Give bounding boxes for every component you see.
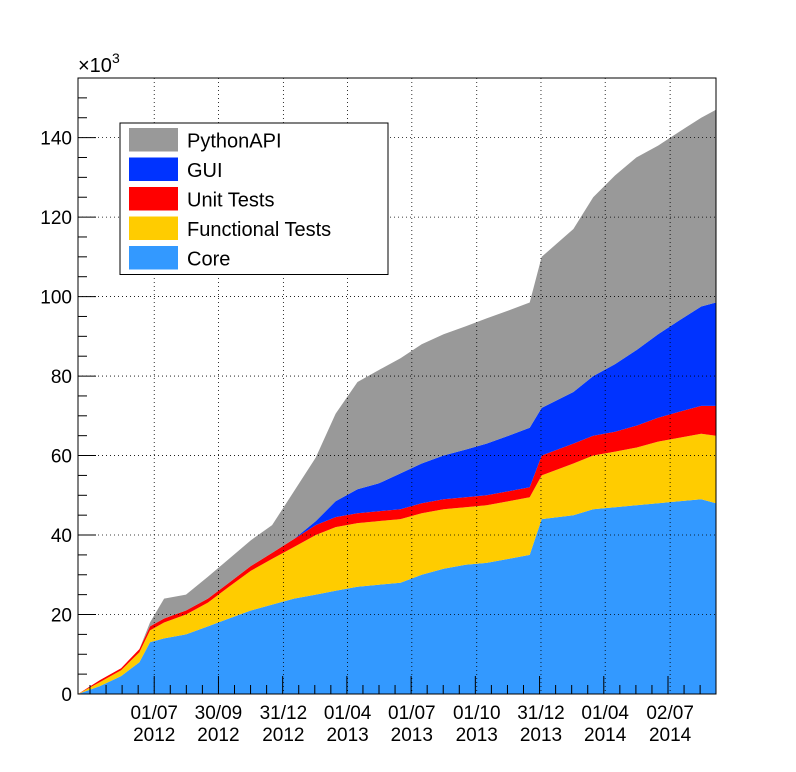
y-tick-label: 80: [51, 367, 72, 388]
y-multiplier-exponent: 3: [112, 50, 120, 66]
y-tick-label: 100: [40, 288, 72, 309]
y-tick-label: 60: [51, 447, 72, 468]
legend-swatch: [129, 187, 178, 211]
x-tick-label-date: 30/09: [195, 703, 243, 724]
x-tick-label-date: 01/07: [130, 703, 178, 724]
legend-label: PythonAPI: [187, 131, 282, 153]
x-tick-label-year: 2014: [584, 725, 627, 746]
x-tick-label-date: 02/07: [646, 703, 694, 724]
legend-swatch: [129, 246, 178, 270]
y-tick-label: 40: [51, 526, 72, 547]
x-tick-label-date: 01/04: [324, 703, 372, 724]
x-tick-label-year: 2013: [456, 725, 498, 746]
legend-swatch: [129, 128, 178, 152]
area-functional-tests: [78, 433, 716, 694]
x-tick-label-date: 31/12: [260, 703, 308, 724]
legend-label: Unit Tests: [187, 190, 274, 212]
legend-swatch: [129, 216, 178, 240]
area-core: [78, 499, 716, 694]
x-tick-label-year: 2013: [520, 725, 562, 746]
plot-frame: [77, 77, 717, 695]
area-pythonapi: [78, 109, 716, 695]
legend-swatch: [129, 157, 178, 181]
x-tick-label-year: 2013: [391, 725, 433, 746]
x-tick-label-date: 01/10: [453, 703, 501, 724]
grid-lines: [78, 78, 716, 694]
legend-label: Core: [187, 249, 230, 271]
x-tick-label-year: 2012: [197, 725, 239, 746]
y-axis-multiplier: ×103: [78, 50, 120, 77]
x-tick-label-date: 01/04: [581, 703, 629, 724]
x-tick-label-year: 2012: [262, 725, 304, 746]
y-axis: 0 20 40 60 80 100 120 140: [40, 77, 96, 706]
y-tick-label: 120: [40, 208, 72, 229]
y-multiplier-base: ×10: [78, 55, 112, 77]
y-tick-label: 140: [40, 129, 72, 150]
x-axis: 01/07201230/09201231/12201201/04201301/0…: [89, 676, 701, 746]
x-tick-label-date: 31/12: [517, 703, 565, 724]
area-series-group: [78, 109, 716, 695]
x-tick-label-date: 01/07: [388, 703, 436, 724]
y-tick-label: 20: [51, 606, 72, 627]
area-unit-tests: [78, 405, 716, 694]
y-tick-label: 0: [61, 685, 72, 706]
x-tick-label-year: 2013: [326, 725, 368, 746]
x-tick-label-year: 2014: [649, 725, 692, 746]
legend-label: Functional Tests: [187, 219, 331, 241]
area-gui: [78, 302, 716, 694]
legend: PythonAPI GUI Unit Tests Functional Tests Co…: [119, 122, 389, 275]
legend-label: GUI: [187, 160, 223, 182]
x-tick-label-year: 2012: [133, 725, 175, 746]
